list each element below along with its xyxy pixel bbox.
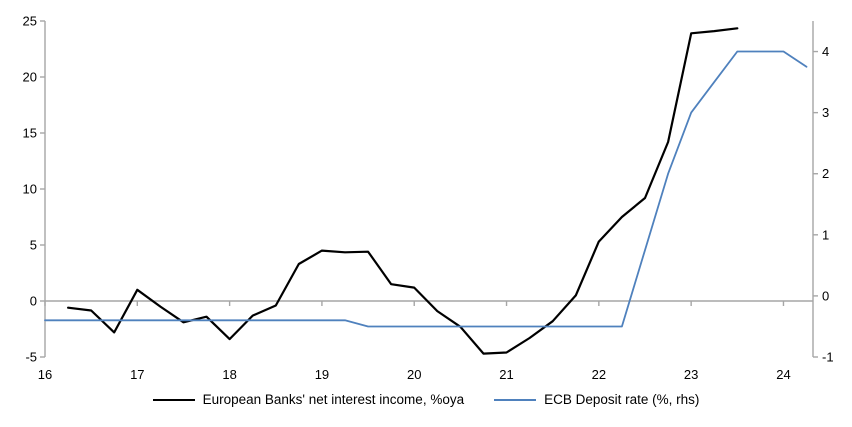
left-axis-tick-label: 0 (30, 294, 37, 309)
left-axis-tick-label: 15 (23, 126, 37, 141)
x-axis-tick-label: 19 (315, 367, 329, 382)
x-axis-tick-label: 18 (222, 367, 236, 382)
left-axis-tick-label: -5 (25, 350, 37, 365)
right-axis-tick-label: 2 (822, 166, 829, 181)
x-axis-tick-label: 20 (407, 367, 421, 382)
x-axis-tick-label: 21 (499, 367, 513, 382)
right-axis-tick-label: 0 (822, 288, 829, 303)
legend-line-sample-black (152, 398, 195, 401)
legend-label-net-interest-income: European Banks' net interest income, %oy… (202, 392, 465, 407)
legend: European Banks' net interest income, %oy… (0, 392, 852, 407)
legend-line-sample-blue (494, 398, 537, 401)
left-axis-tick-label: 10 (23, 182, 37, 197)
left-axis-tick-label: 5 (30, 238, 37, 253)
left-axis-tick-label: 20 (23, 70, 37, 85)
series-line-1 (44, 50, 808, 328)
right-axis-tick-label: -1 (822, 350, 834, 365)
x-axis-tick-label: 16 (38, 367, 52, 382)
right-axis-tick-label: 3 (822, 105, 829, 120)
right-axis-tick-label: 4 (822, 44, 829, 59)
x-axis-tick-label: 24 (776, 367, 790, 382)
legend-label-ecb-deposit-rate: ECB Deposit rate (%, rhs) (544, 392, 700, 407)
legend-item-net-interest-income: European Banks' net interest income, %oy… (152, 392, 465, 407)
right-axis-tick-label: 1 (822, 227, 829, 242)
x-axis-tick-label: 23 (684, 367, 698, 382)
legend-item-ecb-deposit-rate: ECB Deposit rate (%, rhs) (494, 392, 699, 407)
x-axis-tick-label: 22 (592, 367, 606, 382)
x-axis-tick-label: 17 (130, 367, 144, 382)
series-line-0 (66, 27, 739, 355)
left-axis-tick-label: 25 (23, 14, 37, 29)
